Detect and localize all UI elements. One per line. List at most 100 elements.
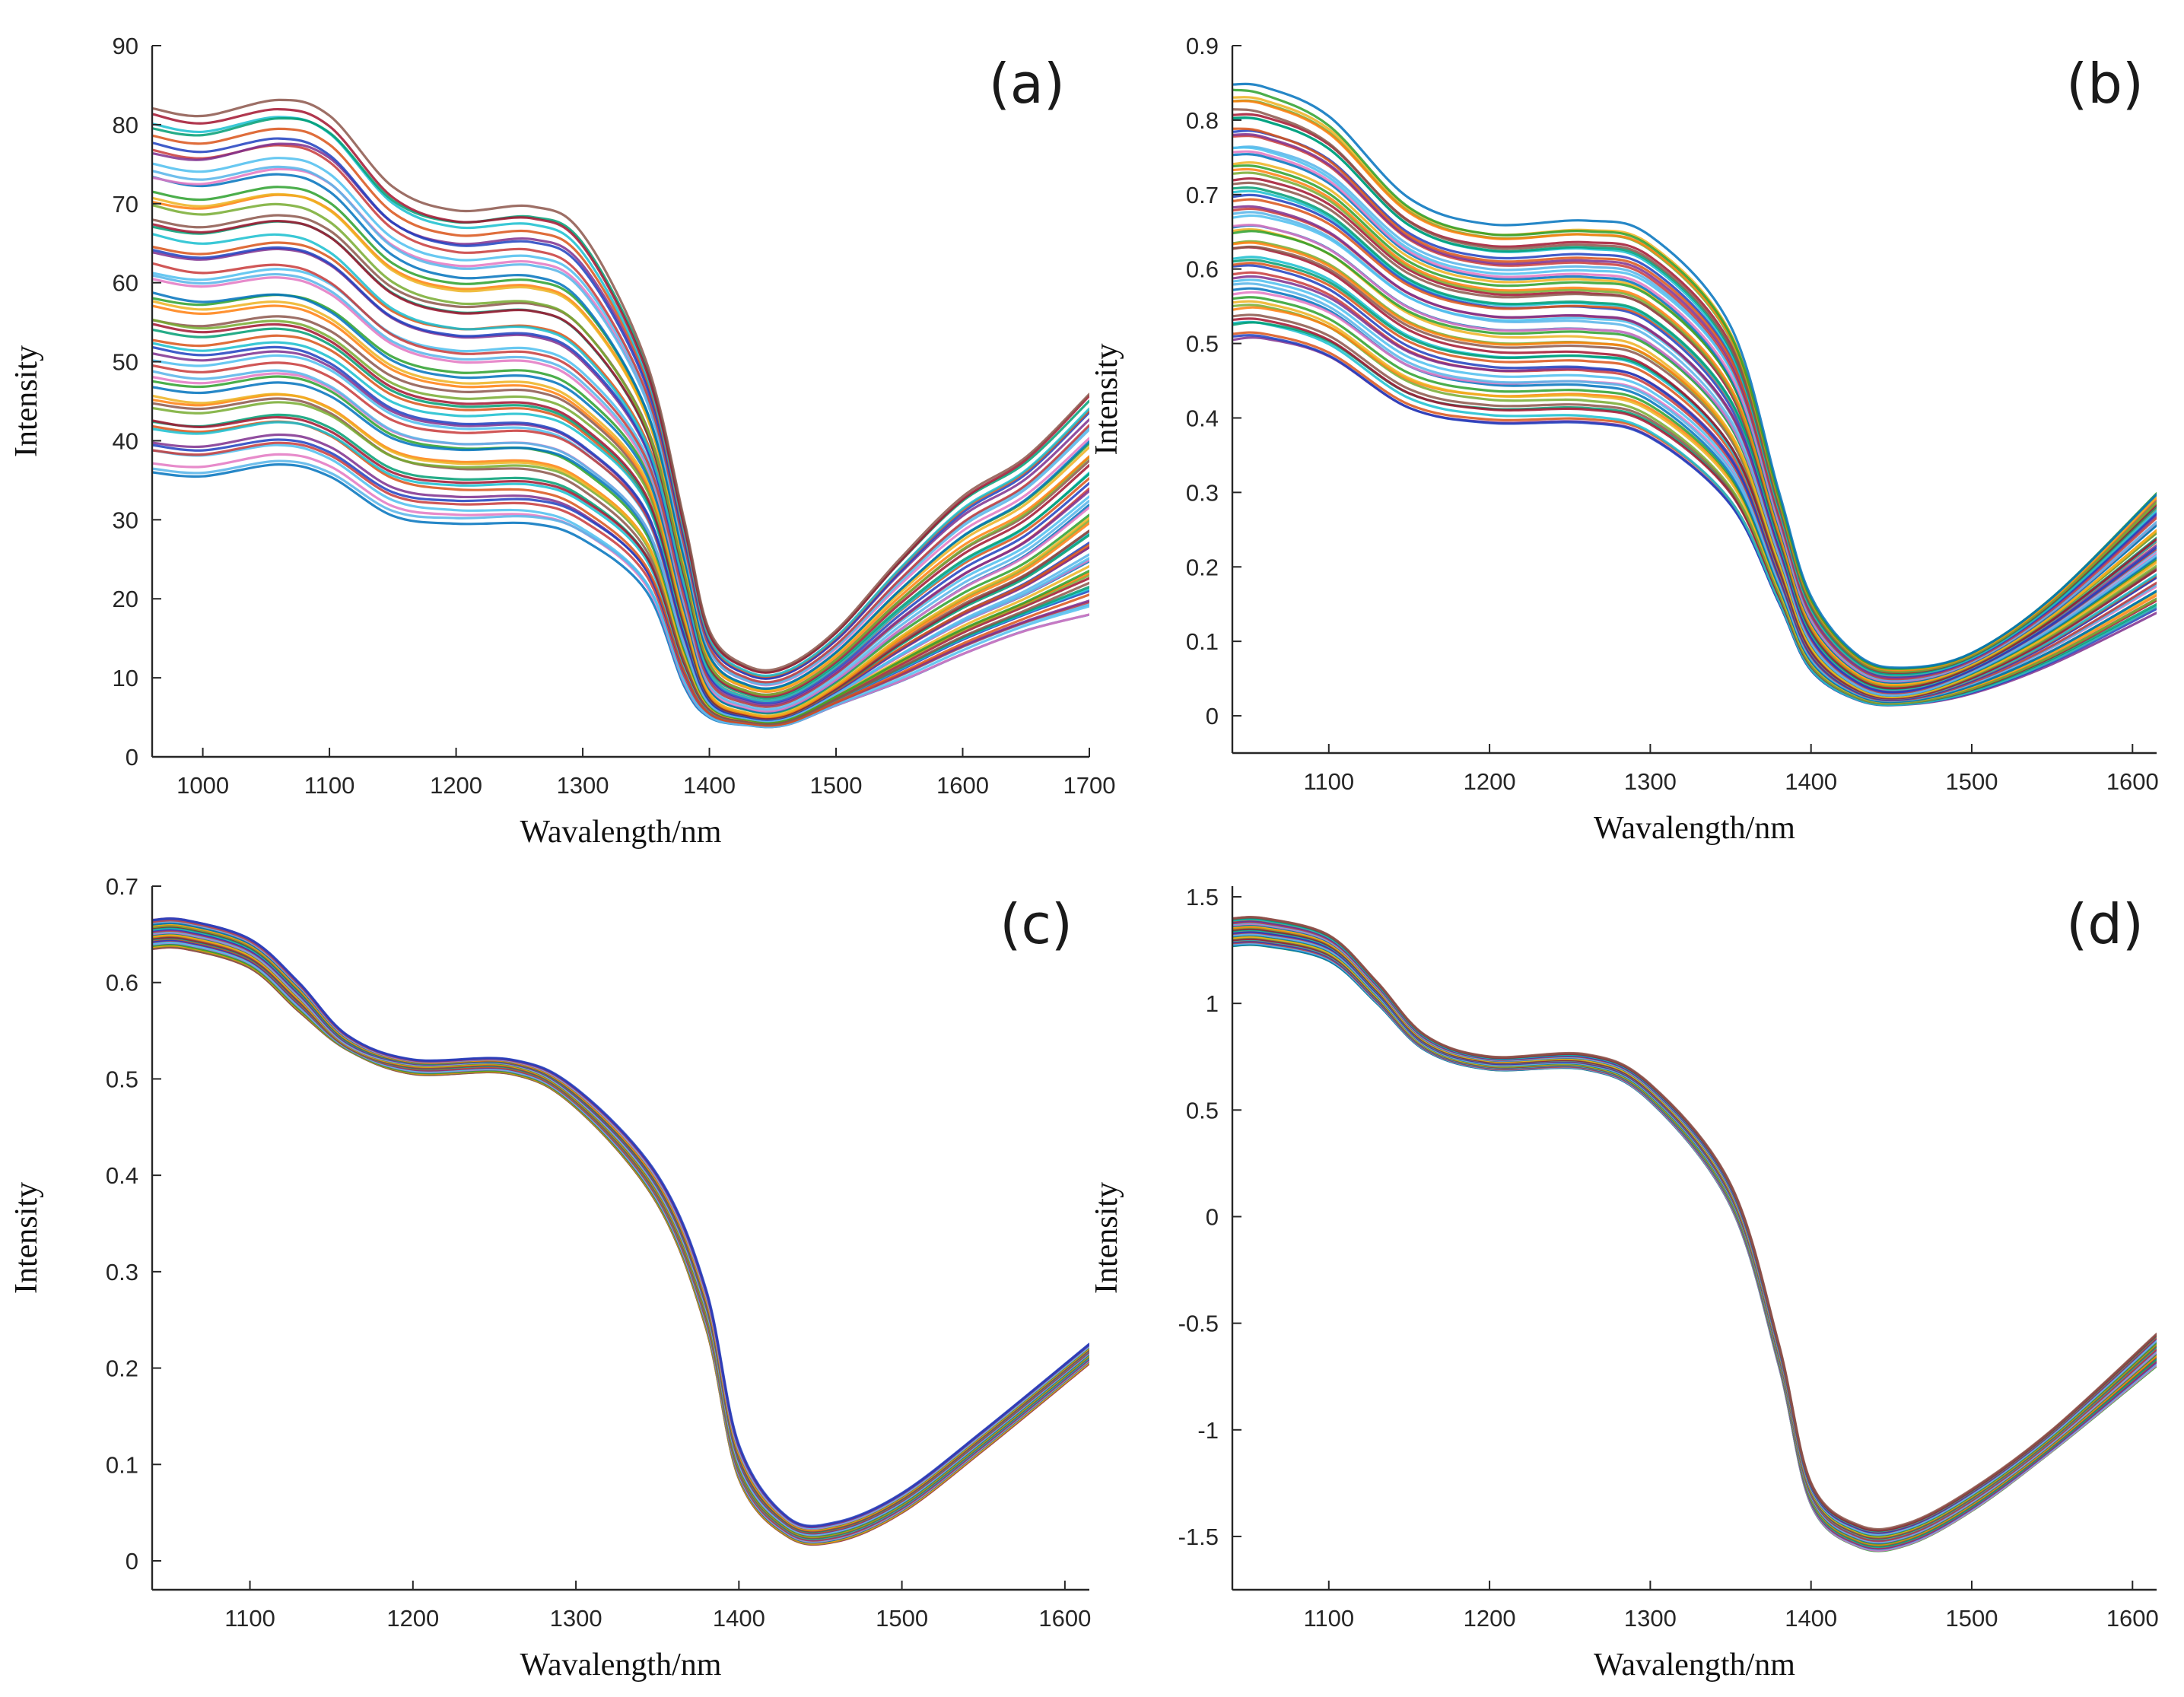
y-tick-label: 1: [1206, 990, 1219, 1017]
spectrum-line: [1232, 918, 2157, 1534]
x-axis-label: Wavalength/nm: [1594, 811, 1795, 846]
spectra-a: [152, 98, 1089, 729]
spectrum-line: [152, 941, 1089, 1543]
x-tick-label: 1600: [2106, 768, 2159, 795]
x-tick-label: 1400: [713, 1605, 765, 1632]
spectrum-line: [152, 936, 1089, 1540]
y-tick-label: 0.6: [106, 970, 138, 996]
spectrum-line: [1232, 920, 2157, 1535]
y-tick-label: 0: [1206, 1203, 1219, 1230]
spectrum-line: [152, 944, 1089, 1546]
spectrum-line: [1232, 918, 2157, 1533]
spectrum-line: [1232, 926, 2157, 1538]
x-tick-label: 1500: [810, 772, 863, 799]
spectrum-line: [1232, 921, 2157, 1536]
y-tick-label: 60: [113, 270, 138, 297]
x-tick-label: 1200: [430, 772, 482, 799]
spectrum-line: [1232, 929, 2157, 1540]
panel-label: (c): [1000, 892, 1073, 956]
spectrum-line: [1232, 937, 2157, 1548]
x-tick-label: 1200: [1464, 1605, 1516, 1632]
spectrum-line: [1232, 923, 2157, 1537]
spectrum-line: [152, 921, 1089, 1530]
x-tick-label: 1300: [1624, 768, 1677, 795]
spectra-b: [1232, 82, 2157, 707]
spectrum-line: [152, 934, 1089, 1540]
panel-label: (d): [2066, 892, 2144, 956]
spectrum-line: [1232, 933, 2157, 1543]
spectrum-line: [1232, 271, 2157, 702]
spectrum-line: [152, 233, 1089, 702]
spectrum-line: [152, 942, 1089, 1544]
spectrum-line: [152, 144, 1089, 684]
y-tick-label: -0.5: [1178, 1311, 1219, 1337]
spectrum-line: [152, 917, 1089, 1527]
spectrum-line: [1232, 920, 2157, 1534]
y-axis-label: Intensity: [9, 345, 44, 457]
spectrum-line: [152, 392, 1089, 723]
y-tick-label: 0.3: [1186, 479, 1219, 506]
spectra-c: [152, 917, 1089, 1546]
spectrum-line: [152, 375, 1089, 724]
spectrum-line: [152, 929, 1089, 1536]
y-tick-label: 0.5: [106, 1066, 138, 1092]
spectrum-line: [1232, 193, 2157, 694]
y-tick-label: 0.5: [1186, 331, 1219, 358]
y-axis-label: Intensity: [1089, 1182, 1124, 1294]
y-axis-label: Intensity: [1089, 344, 1124, 456]
spectrum-line: [152, 932, 1089, 1537]
x-tick-label: 1100: [1303, 768, 1354, 795]
spectrum-line: [152, 934, 1089, 1539]
spectrum-line: [1232, 936, 2157, 1546]
x-tick-label: 1500: [1946, 1605, 1998, 1632]
x-tick-label: 1400: [683, 772, 736, 799]
y-tick-label: -1.5: [1178, 1524, 1219, 1550]
x-tick-label: 1300: [550, 1605, 602, 1632]
y-tick-label: 40: [113, 427, 138, 454]
spectrum-line: [152, 931, 1089, 1537]
spectrum-line: [152, 920, 1089, 1530]
spectrum-line: [152, 415, 1089, 725]
spectrum-line: [152, 917, 1089, 1529]
spectrum-line: [152, 941, 1089, 1543]
y-tick-label: 0.2: [106, 1355, 138, 1382]
spectrum-line: [152, 137, 1089, 680]
spectrum-line: [1232, 930, 2157, 1541]
spectrum-line: [1232, 931, 2157, 1543]
x-tick-label: 1600: [1038, 1605, 1091, 1632]
x-tick-label: 1300: [557, 772, 609, 799]
spectrum-line: [152, 927, 1089, 1534]
spectrum-line: [152, 937, 1089, 1541]
spectrum-line: [152, 939, 1089, 1542]
x-tick-label: 1100: [304, 772, 355, 799]
x-tick-label: 1500: [1946, 768, 1998, 795]
y-tick-label: 0.1: [1186, 628, 1219, 655]
spectrum-line: [152, 98, 1089, 672]
x-tick-label: 1600: [936, 772, 989, 799]
x-tick-label: 1200: [386, 1605, 439, 1632]
spectrum-line: [1232, 933, 2157, 1545]
y-tick-label: 0.7: [1186, 182, 1219, 208]
spectrum-line: [152, 940, 1089, 1543]
x-axis-label: Wavalength/nm: [1594, 1648, 1795, 1683]
spectrum-line: [152, 926, 1089, 1534]
y-tick-label: 0: [126, 1548, 138, 1575]
y-tick-label: 0.8: [1186, 107, 1219, 134]
x-tick-label: 1100: [224, 1605, 275, 1632]
x-tick-label: 1600: [2106, 1605, 2159, 1632]
spectrum-line: [1232, 320, 2157, 707]
y-tick-label: 0: [1206, 703, 1219, 729]
spectrum-line: [152, 142, 1089, 680]
x-axis-label: Wavalength/nm: [520, 1648, 722, 1683]
spectrum-line: [152, 925, 1089, 1533]
spectrum-line: [1232, 933, 2157, 1544]
spectrum-line: [152, 920, 1089, 1530]
y-tick-label: 0.1: [106, 1451, 138, 1478]
spectrum-line: [152, 921, 1089, 1530]
spectrum-line: [152, 397, 1089, 726]
x-tick-label: 1000: [176, 772, 229, 799]
y-tick-label: 90: [113, 33, 138, 59]
y-tick-label: 1.5: [1186, 884, 1219, 910]
chart-panel-b: 0 0.1 0.2 0.3 0.4 0.5 0.6 0.7 0.8 0.9 1100 1200 1300…: [1089, 33, 2159, 846]
